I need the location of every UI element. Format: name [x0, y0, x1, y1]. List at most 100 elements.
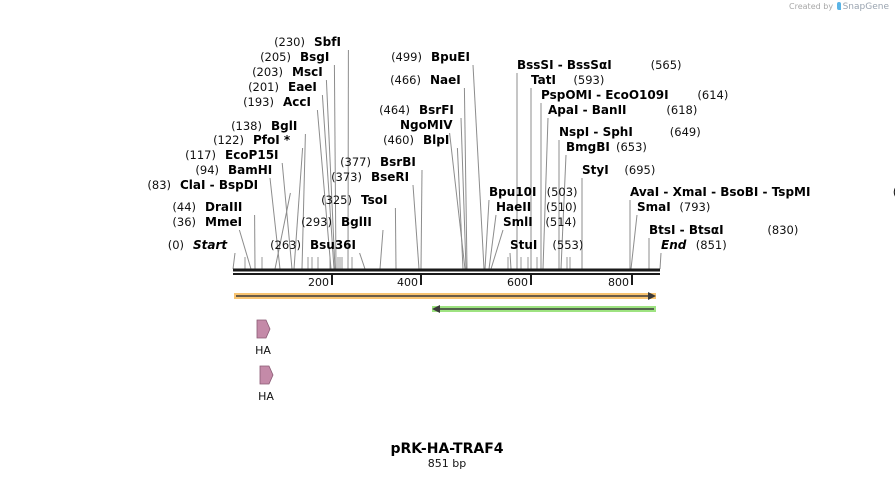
site-position: (0) [168, 238, 184, 252]
site-name: SmaI [637, 200, 671, 214]
tag-arrow-icon [256, 319, 271, 339]
restriction-site-clai-bspdi[interactable]: (83) ClaI - BspDI [147, 178, 258, 192]
site-position: (117) [185, 148, 216, 162]
restriction-site-end[interactable]: End (851) [661, 238, 727, 252]
site-position: (793) [679, 200, 710, 214]
site-connector [321, 94, 335, 270]
restriction-site-btsi-bts-i[interactable]: BtsI - BtsαI (830) [649, 223, 798, 237]
site-position: (695) [624, 163, 655, 177]
site-connector [301, 133, 306, 270]
site-connector [412, 184, 420, 270]
site-name: BglI [271, 119, 297, 133]
restriction-site-smai[interactable]: SmaI (793) [637, 200, 710, 214]
site-position: (649) [670, 125, 701, 139]
ha-tag-feature[interactable]: HA [258, 365, 274, 403]
site-connector [359, 252, 366, 270]
site-connector [630, 214, 638, 270]
site-name: BtsI - BtsαI [649, 223, 724, 237]
site-position: (193) [243, 95, 274, 109]
restriction-site-blpi[interactable]: (460) BlpI [383, 133, 449, 147]
restriction-site-draiii[interactable]: (44) DraIII [172, 200, 242, 214]
ruler-tick-label: 800 [608, 276, 629, 289]
green-orf-reverse[interactable] [432, 305, 656, 313]
restriction-site-eaei[interactable]: (201) EaeI [248, 80, 317, 94]
restriction-site-naei[interactable]: (466) NaeI [390, 73, 461, 87]
restriction-site-apai-banii[interactable]: ApaI - BanII (618) [548, 103, 697, 117]
site-connector [484, 199, 490, 270]
restriction-site-ecop15i[interactable]: (117) EcoP15I [185, 148, 278, 162]
site-position: (325) [321, 193, 352, 207]
site-name: BssSI - BssSαI [517, 58, 612, 72]
restriction-site-bgli[interactable]: (138) BglI [231, 119, 297, 133]
restriction-site-styi[interactable]: StyI (695) [582, 163, 655, 177]
site-position: (205) [260, 50, 291, 64]
site-name: BsrFI [419, 103, 454, 117]
site-position: (377) [340, 155, 371, 169]
site-name: StyI [582, 163, 609, 177]
site-name: TatI [531, 73, 556, 87]
site-connector [394, 207, 397, 270]
restriction-site-bseri[interactable]: (373) BseRI [331, 170, 409, 184]
site-connector [379, 229, 384, 270]
snapgene-logo-icon [836, 2, 841, 10]
site-position: (122) [213, 133, 244, 147]
site-position: (83) [147, 178, 171, 192]
site-name: BseRI [371, 170, 409, 184]
site-name: NaeI [430, 73, 461, 87]
site-connector [560, 154, 567, 270]
restriction-site-avai-xmai-bsobi-tspmi[interactable]: AvaI - XmaI - BsoBI - TspMI (791) [630, 185, 895, 199]
site-position: (830) [767, 223, 798, 237]
site-connector [274, 192, 291, 270]
site-position: (503) [547, 185, 578, 199]
restriction-site-bpu10i[interactable]: Bpu10I (503) [489, 185, 578, 199]
restriction-site-bpuei[interactable]: (499) BpuEI [391, 50, 470, 64]
tag-arrow-icon [259, 365, 274, 385]
site-connector [238, 229, 252, 270]
restriction-site-labels: (230) SbfI(205) BsgI(203) MscI(201) EaeI(193… [147, 35, 895, 252]
site-connector [472, 64, 485, 270]
restriction-site-ngomiv[interactable]: NgoMIV [400, 118, 453, 132]
restriction-site-bsgi[interactable]: (205) BsgI [260, 50, 329, 64]
restriction-site-msci[interactable]: (203) MscI [252, 65, 323, 79]
restriction-site-acci[interactable]: (193) AccI [243, 95, 311, 109]
site-position: (293) [301, 215, 332, 229]
site-position: (466) [390, 73, 421, 87]
restriction-site-bsssi-bsss-i[interactable]: BssSI - BssSαI (565) [517, 58, 682, 72]
site-connector [333, 64, 337, 270]
restriction-site-pfoi-[interactable]: (122) PfoI * [213, 133, 291, 147]
site-connector [269, 177, 281, 270]
site-position: (460) [383, 133, 414, 147]
restriction-site-stui[interactable]: StuI (553) [510, 238, 583, 252]
restriction-site-smli[interactable]: SmlI (514) [503, 215, 576, 229]
restriction-site-bsrfi[interactable]: (464) BsrFI [379, 103, 454, 117]
restriction-site-haeii[interactable]: HaeII (510) [496, 200, 577, 214]
site-position: (263) [270, 238, 301, 252]
site-name: HaeII [496, 200, 531, 214]
restriction-site-tsoi[interactable]: (325) TsoI [321, 193, 387, 207]
restriction-site-pspomi-ecoo109i[interactable]: PspOMI - EcoO109I (614) [541, 88, 728, 102]
site-connector [509, 252, 512, 270]
restriction-site-mmei[interactable]: (36) MmeI [172, 215, 242, 229]
restriction-site-nspi-sphi[interactable]: NspI - SphI (649) [559, 125, 701, 139]
site-position: (851) [696, 238, 727, 252]
site-position: (373) [331, 170, 362, 184]
restriction-site-bsrbi[interactable]: (377) BsrBI [340, 155, 416, 169]
restriction-site-sbfi[interactable]: (230) SbfI [274, 35, 341, 49]
site-connector [232, 252, 236, 270]
restriction-site-bglii[interactable]: (293) BglII [301, 215, 372, 229]
restriction-site-start[interactable]: (0) Start [168, 238, 229, 252]
site-connector [463, 87, 468, 270]
site-connector [281, 162, 293, 270]
orange-orf-forward[interactable] [234, 292, 656, 300]
ha-tag-feature[interactable]: HA [255, 319, 271, 357]
site-name: Bsu36I [310, 238, 356, 252]
site-position: (36) [172, 215, 196, 229]
restriction-site-tati[interactable]: TatI (593) [531, 73, 604, 87]
site-position: (203) [252, 65, 283, 79]
restriction-site-bmgbi[interactable]: BmgBI (653) [566, 140, 647, 154]
restriction-site-bamhi[interactable]: (94) BamHI [195, 163, 272, 177]
tag-label: HA [255, 344, 271, 357]
restriction-site-bsu36i[interactable]: (263) Bsu36I [270, 238, 356, 252]
site-name: StuI [510, 238, 537, 252]
